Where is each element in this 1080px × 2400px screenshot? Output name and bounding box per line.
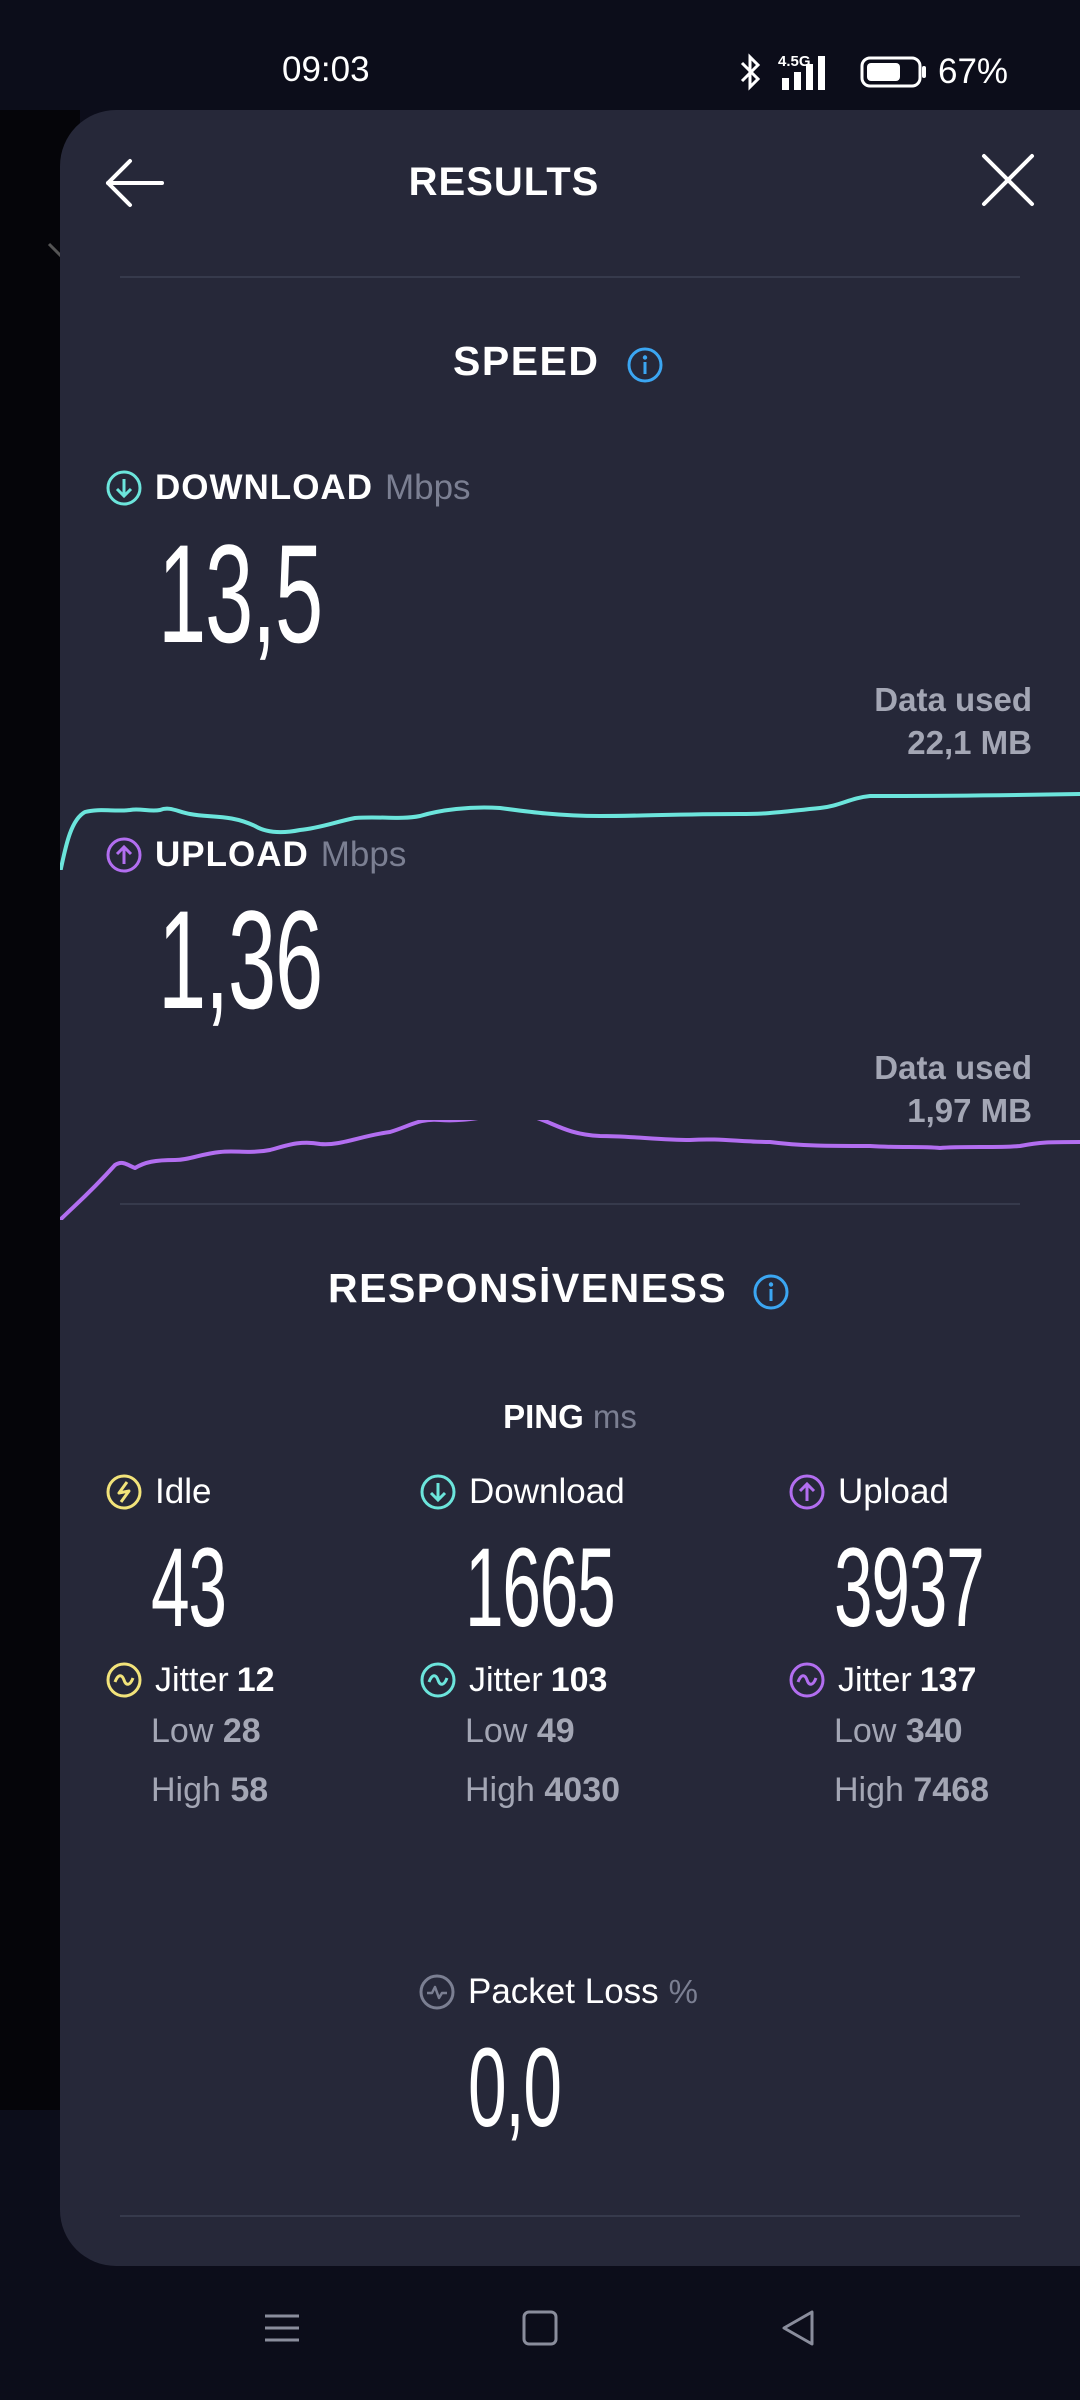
- idle-low-label: Low: [151, 1712, 214, 1750]
- download-high-row: High 4030: [465, 1761, 706, 1820]
- idle-high-label: High: [151, 1771, 221, 1809]
- responsiveness-section-title: RESPONSİVENESS: [328, 1265, 728, 1311]
- packet-loss-label: Packet Loss: [468, 1972, 659, 2011]
- packet-loss-icon: [419, 1974, 455, 2010]
- idle-low-value: 28: [222, 1712, 261, 1750]
- download-label: DOWNLOAD: [155, 468, 373, 507]
- ping-download-column: Download 1665 Jitter 103 Low 49 High 403…: [419, 1470, 706, 1820]
- download-unit: Mbps: [384, 468, 471, 507]
- upload-high-label: High: [834, 1771, 904, 1809]
- status-icons: 4.5G 67%: [738, 50, 1008, 94]
- ping-upload-arrow-icon: [789, 1474, 825, 1510]
- battery-icon: [860, 56, 926, 88]
- upload-unit: Mbps: [320, 835, 407, 874]
- status-time: 09:03: [282, 50, 370, 89]
- upload-speed-graph: [60, 1120, 1080, 1220]
- signal-icon: 4.5G: [778, 53, 825, 90]
- ping-upload-column: Upload 3937 Jitter 137 Low 340 High 7468: [788, 1470, 1075, 1820]
- ping-idle-column: Idle 43 Jitter 12 Low 28 High 58: [105, 1470, 275, 1820]
- bottom-divider: [120, 2215, 1020, 2217]
- upload-high-value: 7468: [913, 1771, 990, 1809]
- packet-loss-unit: %: [668, 1973, 698, 2010]
- battery-percent: 67%: [938, 52, 1009, 91]
- download-speed-graph: [60, 792, 1080, 870]
- upload-high-row: High 7468: [834, 1761, 1075, 1820]
- upload-label-row: UPLOAD Mbps: [105, 835, 406, 875]
- upload-low-label: Low: [834, 1712, 897, 1750]
- ping-upload-label: Upload: [838, 1472, 949, 1511]
- upload-low-value: 340: [905, 1712, 963, 1750]
- packet-loss: Packet Loss % 0,0: [419, 1970, 698, 2150]
- idle-high-value: 58: [230, 1771, 269, 1809]
- download-data-used-value: 22,1 MB: [907, 724, 1032, 761]
- ping-download-arrow-icon: [420, 1474, 456, 1510]
- download-data-used-label: Data used: [874, 681, 1032, 718]
- speed-divider: [120, 1203, 1020, 1205]
- responsiveness-info-icon[interactable]: [752, 1273, 790, 1311]
- page-title: RESULTS: [408, 160, 600, 204]
- download-ping-value: 1665: [465, 1525, 616, 1650]
- upload-jitter-label: Jitter: [838, 1660, 912, 1699]
- download-jitter-value: 103: [550, 1660, 608, 1699]
- home-icon[interactable]: [520, 2308, 560, 2348]
- upload-data-used-value: 1,97 MB: [907, 1092, 1032, 1129]
- ping-heading: PING ms: [60, 1398, 1080, 1436]
- header-divider: [120, 276, 1020, 278]
- download-high-value: 4030: [544, 1771, 621, 1809]
- upload-jitter-icon: [789, 1662, 825, 1698]
- download-label-row: DOWNLOAD Mbps: [105, 468, 471, 508]
- header: RESULTS: [60, 110, 1080, 255]
- upload-data-used-label: Data used: [874, 1049, 1032, 1086]
- download-data-used: Data used 22,1 MB: [874, 678, 1032, 764]
- upload-low-row: Low 340: [834, 1702, 1075, 1761]
- ping-label: PING: [503, 1398, 584, 1435]
- upload-jitter-value: 137: [919, 1660, 977, 1699]
- download-jitter-icon: [420, 1662, 456, 1698]
- upload-ping-value: 3937: [834, 1525, 985, 1650]
- close-icon[interactable]: [978, 150, 1038, 210]
- speed-info-icon[interactable]: [626, 346, 664, 384]
- upload-speed-value: 1,36: [158, 881, 323, 1038]
- download-jitter-label: Jitter: [469, 1660, 543, 1699]
- ping-unit: ms: [592, 1398, 637, 1435]
- packet-loss-value: 0,0: [468, 2025, 562, 2150]
- navigation-bar: [0, 2266, 1080, 2400]
- upload-arrow-icon: [106, 837, 142, 873]
- download-arrow-icon: [106, 470, 142, 506]
- download-speed-value: 13,5: [158, 515, 323, 672]
- idle-jitter-label: Jitter: [155, 1660, 229, 1699]
- back-arrow-icon[interactable]: [100, 148, 170, 218]
- results-card: RESULTS SPEED DOWNLOAD Mbps 13,5 Data us…: [60, 110, 1080, 2266]
- idle-jitter-icon: [106, 1662, 142, 1698]
- idle-jitter-value: 12: [236, 1660, 275, 1699]
- menu-icon[interactable]: [262, 2308, 302, 2348]
- status-bar: 09:03 4.5G 67%: [0, 0, 1080, 110]
- idle-ping-value: 43: [151, 1525, 227, 1650]
- network-type-label: 4.5G: [778, 53, 811, 70]
- download-high-label: High: [465, 1771, 535, 1809]
- idle-low-row: Low 28: [151, 1702, 275, 1761]
- download-low-row: Low 49: [465, 1702, 706, 1761]
- upload-data-used: Data used 1,97 MB: [874, 1046, 1032, 1132]
- download-low-value: 49: [536, 1712, 575, 1750]
- idle-lightning-icon: [106, 1474, 142, 1510]
- bluetooth-icon: [740, 53, 761, 91]
- idle-label: Idle: [155, 1472, 212, 1511]
- download-low-label: Low: [465, 1712, 528, 1750]
- ping-download-label: Download: [469, 1472, 625, 1511]
- speed-section-title: SPEED: [453, 338, 600, 384]
- idle-high-row: High 58: [151, 1761, 275, 1820]
- back-nav-icon[interactable]: [778, 2308, 818, 2348]
- upload-label: UPLOAD: [155, 835, 309, 874]
